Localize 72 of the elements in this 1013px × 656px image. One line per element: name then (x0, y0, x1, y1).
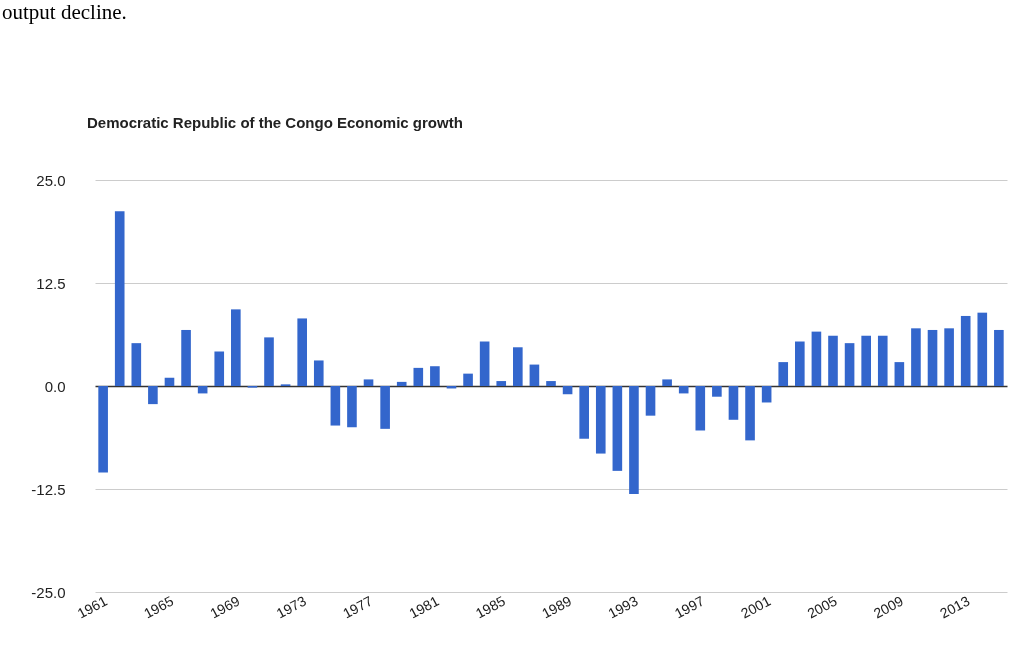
bar (380, 386, 390, 429)
bar (479, 341, 490, 386)
bar (463, 373, 473, 386)
bar (629, 386, 639, 494)
text: output decline. (2, 0, 127, 25)
bar (579, 386, 589, 439)
bar (231, 309, 241, 386)
x-tick-label: 2009 (870, 592, 907, 622)
x-tick-label: 2005 (804, 592, 840, 622)
bar (927, 329, 938, 386)
x-tick-label: 1981 (406, 592, 442, 622)
bar (761, 386, 772, 403)
bar (745, 386, 755, 441)
bar (595, 386, 606, 454)
bar (430, 366, 440, 386)
x-tick-label: 1965 (141, 592, 177, 622)
bar (778, 362, 789, 386)
y-tick-label: -12.5 (31, 480, 66, 498)
bar (396, 381, 407, 386)
x-tick-label: 1985 (472, 592, 508, 622)
bar (728, 386, 739, 420)
x-tick-label: 1969 (207, 592, 243, 622)
y-tick-label: 0.0 (44, 377, 66, 395)
x-tick-label: 1961 (74, 592, 110, 622)
bar (513, 347, 523, 386)
chart-title: Democratic Republic of the Congo Economic growth (87, 114, 463, 131)
x-tick-label: 1993 (605, 592, 641, 622)
bar (645, 386, 656, 416)
bar (330, 386, 341, 426)
bar (911, 328, 921, 386)
bar (347, 386, 357, 428)
bar (894, 362, 905, 386)
bar (877, 335, 888, 386)
bar (977, 312, 988, 386)
bar (363, 379, 374, 386)
bar (994, 329, 1004, 386)
y-tick-label: 12.5 (36, 274, 66, 292)
bar (131, 343, 142, 386)
bar (98, 386, 108, 473)
bar (662, 379, 672, 386)
x-tick-label: 2013 (937, 592, 973, 622)
x-tick-label: 1973 (273, 592, 309, 622)
bar (297, 318, 307, 386)
bar (678, 386, 689, 394)
bar (612, 386, 623, 471)
y-tick-label: -25.0 (31, 583, 66, 601)
bar (148, 386, 158, 405)
bar (181, 329, 191, 386)
bar (529, 364, 540, 386)
bar (214, 351, 225, 386)
x-tick-label: 1997 (671, 592, 708, 622)
bar (811, 331, 822, 386)
bar (562, 386, 573, 395)
x-tick-label: 1977 (340, 592, 376, 622)
bar (960, 315, 971, 386)
bar (712, 386, 722, 397)
bar (944, 328, 954, 386)
bar (114, 211, 125, 386)
x-tick-label: 2001 (738, 592, 774, 622)
bar (844, 343, 855, 386)
bar (164, 377, 175, 386)
bar (313, 360, 324, 386)
bar (861, 335, 871, 386)
bar (413, 367, 424, 386)
bar (695, 386, 706, 431)
x-tick-label: 1989 (539, 592, 575, 622)
bar (795, 341, 805, 386)
bar (496, 381, 507, 386)
bar (828, 335, 838, 386)
y-tick-label: 25.0 (36, 171, 66, 189)
bar (264, 337, 274, 386)
bar (546, 381, 556, 386)
